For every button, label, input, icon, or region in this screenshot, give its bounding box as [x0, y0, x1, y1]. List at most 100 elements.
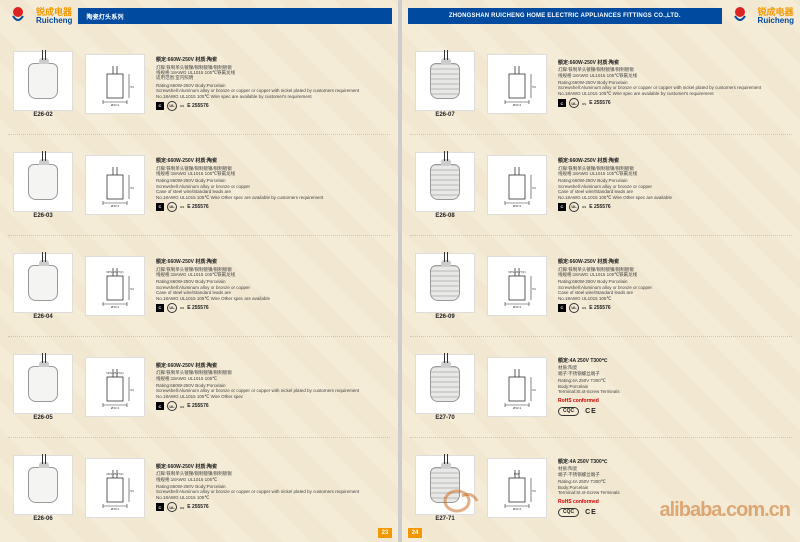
- svg-text:54: 54: [532, 85, 536, 89]
- desc-en: Rating:660W-250V Body:PorcelainScrewshel…: [558, 80, 788, 96]
- product-model: E26-03: [33, 213, 52, 219]
- cert-c-badge: C: [558, 99, 566, 107]
- diagram-drawing: Ø33.3 54: [497, 62, 537, 107]
- cert-code: E 255576: [187, 403, 208, 410]
- desc-cn: 灯脚:铁制单头镀镍/铜制镀镍/铜制镀锡线规格:18AWG UL1015 105℃…: [558, 166, 788, 177]
- page-left: 锐成电器 Ruicheng 陶瓷灯头系列 E26-02 Ø33.3 54: [0, 0, 398, 542]
- desc-en: Rating:660W-250V Body:PorcelainScrewshel…: [156, 279, 386, 301]
- brand-en: Ruicheng: [36, 17, 72, 25]
- ul-badge-icon: UL: [569, 202, 579, 212]
- product-row: E26-06 Ø33.3 54 NPS1/8-27(F) 额定:660W-250…: [8, 440, 390, 538]
- cert-line: C UL us E 255576: [558, 98, 788, 108]
- product-photo: [415, 253, 475, 313]
- cert-us: us: [582, 204, 586, 209]
- product-description: 额定:660W-250V 材质:陶瓷 灯脚:铁制单头镀镍/铜制镀镍/铜制镀锡线规…: [554, 238, 792, 334]
- product-photo-cell: E26-02: [8, 36, 78, 132]
- product-description: 额定:660W-250V 材质:陶瓷 灯脚:铁制单头镀镍/铜制镀镍/铜制镀锡线规…: [554, 36, 792, 132]
- desc-cn: 灯脚:铁制单头镀镍/铜制镀镍/铜制镀锡线规格:18AWG UL1015 105℃…: [558, 267, 788, 278]
- spec-cn: 额定:660W-250V 材质:陶瓷: [156, 464, 386, 471]
- product-row: E26-09 Ø33.3 54 NPS1/8-27(F) 额定:660W-250…: [410, 238, 792, 337]
- product-row: E26-03 Ø33.3 54 额定:660W-250V 材质:陶瓷 灯脚:铁制…: [8, 137, 390, 236]
- product-row: E27-70 Ø33.3 54 额定:4A 250V T300℃ 材质:陶瓷端子…: [410, 339, 792, 438]
- socket-illustration: [28, 366, 58, 402]
- desc-en: Rating:660W-250V Body:PorcelainScrewshel…: [156, 484, 386, 500]
- product-diagram: Ø33.3 54 R90°: [487, 458, 547, 518]
- catalog-spread: 锐成电器 Ruicheng 陶瓷灯头系列 E26-02 Ø33.3 54: [0, 0, 800, 542]
- product-photo: [13, 253, 73, 313]
- product-row: E26-02 Ø33.3 54 额定:660W-250V 材质:陶瓷 灯脚:铁制…: [8, 36, 390, 135]
- product-model: E26-09: [435, 314, 454, 320]
- diagram-drawing: Ø33.3 54 NPS1/8-27(F): [95, 466, 135, 511]
- svg-text:54: 54: [532, 489, 536, 493]
- product-description: 额定:4A 250V T300℃ 材质:陶瓷端子:不锈钢螺丝端子 Rating:…: [554, 339, 792, 435]
- product-diagram: Ø33.3 54: [487, 54, 547, 114]
- socket-illustration: [430, 164, 460, 200]
- logo-icon: [728, 4, 752, 28]
- brand-text: 锐成电器 Ruicheng: [36, 8, 72, 25]
- product-model: E27-70: [435, 415, 454, 421]
- cert-code: E 255576: [589, 100, 610, 107]
- product-photo: [13, 354, 73, 414]
- cert-line: C UL us E 255576: [558, 202, 788, 212]
- product-diagram-cell: Ø33.3 54 NPS1/8-27(F): [80, 238, 150, 334]
- socket-illustration: [430, 63, 460, 99]
- product-description: 额定:660W-250V 材质:陶瓷 灯脚:铁制单头镀镍/铜制镀镍/铜制镀锡线规…: [152, 36, 390, 132]
- cert-us: us: [180, 305, 184, 310]
- socket-illustration: [28, 265, 58, 301]
- socket-illustration: [28, 63, 58, 99]
- product-diagram: Ø33.3 54: [487, 357, 547, 417]
- page-number-left: 23: [378, 528, 392, 538]
- cqc-badge: CQC: [558, 407, 579, 416]
- cert-code: E 255576: [589, 204, 610, 211]
- header-right: ZHONGSHAN RUICHENG HOME ELECTRIC APPLIAN…: [402, 0, 800, 32]
- socket-illustration: [28, 467, 58, 503]
- product-diagram-cell: Ø33.3 54 NPS1/8-27(F): [80, 440, 150, 536]
- spec-cn: 额定:660W-250V 材质:陶瓷: [558, 259, 788, 266]
- diagram-drawing: Ø33.3 54: [497, 365, 537, 410]
- cert-code: E 255576: [187, 103, 208, 110]
- rohs-text: RoHS conformed: [558, 499, 788, 506]
- spec-cn: 额定:660W-250V 材质:陶瓷: [156, 57, 386, 64]
- rohs-text: RoHS conformed: [558, 398, 788, 405]
- cqc-ce-line: CQC CE: [558, 508, 788, 517]
- spec-cn: 额定:660W-250V 材质:陶瓷: [558, 60, 788, 67]
- product-diagram-cell: Ø33.3 54: [482, 137, 552, 233]
- svg-text:54: 54: [130, 85, 134, 89]
- product-photo-cell: E27-71: [410, 440, 480, 536]
- page-right: ZHONGSHAN RUICHENG HOME ELECTRIC APPLIAN…: [402, 0, 800, 542]
- ul-badge-icon: UL: [167, 101, 177, 111]
- svg-text:54: 54: [130, 287, 134, 291]
- socket-illustration: [28, 164, 58, 200]
- header-bar-left: 陶瓷灯头系列: [78, 8, 392, 24]
- svg-text:Ø33.3: Ø33.3: [513, 507, 522, 511]
- product-diagram: Ø33.3 54: [487, 155, 547, 215]
- desc-en: Rating:660W-250V Body:PorcelainScrewshel…: [558, 178, 788, 200]
- product-model: E26-04: [33, 314, 52, 320]
- cert-c-badge: C: [156, 304, 164, 312]
- cqc-badge: CQC: [558, 508, 579, 517]
- product-photo: [13, 152, 73, 212]
- svg-text:NPS1/8-27(F): NPS1/8-27(F): [106, 270, 123, 274]
- product-description: 额定:660W-250V 材质:陶瓷 灯脚:铁制单头镀镍/铜制镀镍/铜制镀锡线规…: [152, 137, 390, 233]
- product-diagram: Ø33.3 54 NPS1/8-27(F): [85, 458, 145, 518]
- diagram-drawing: Ø33.3 54 NPS1/8-27(F): [95, 365, 135, 410]
- svg-text:Ø33.3: Ø33.3: [513, 406, 522, 410]
- diagram-drawing: Ø33.3 54: [95, 163, 135, 208]
- product-diagram: Ø33.3 54: [85, 54, 145, 114]
- diagram-drawing: Ø33.3 54: [95, 62, 135, 107]
- desc-cn: 灯脚:铁制单头镀镍/铜制镀镍/铜制镀锡线规格:18AWG UL1015 105℃…: [156, 65, 386, 81]
- product-model: E26-05: [33, 415, 52, 421]
- diagram-drawing: Ø33.3 54 R90°: [497, 466, 537, 511]
- product-photo-cell: E26-09: [410, 238, 480, 334]
- product-diagram-cell: Ø33.3 54 R90°: [482, 440, 552, 536]
- svg-text:54: 54: [532, 186, 536, 190]
- svg-text:Ø33.3: Ø33.3: [111, 406, 120, 410]
- product-photo-cell: E26-03: [8, 137, 78, 233]
- svg-text:NPS1/8-27(F): NPS1/8-27(F): [508, 270, 525, 274]
- desc-cn: 灯脚:铁制单头镀镍/铜制镀镍/铜制镀锡线规格:18AWG UL1015 105℃: [156, 370, 386, 381]
- product-description: 额定:660W-250V 材质:陶瓷 灯脚:铁制单头镀镍/铜制镀镍/铜制镀锡线规…: [152, 238, 390, 334]
- product-diagram: Ø33.3 54: [85, 155, 145, 215]
- product-diagram-cell: Ø33.3 54 NPS1/8-27(F): [80, 339, 150, 435]
- ul-badge-icon: UL: [167, 502, 177, 512]
- svg-text:Ø33.3: Ø33.3: [111, 103, 120, 107]
